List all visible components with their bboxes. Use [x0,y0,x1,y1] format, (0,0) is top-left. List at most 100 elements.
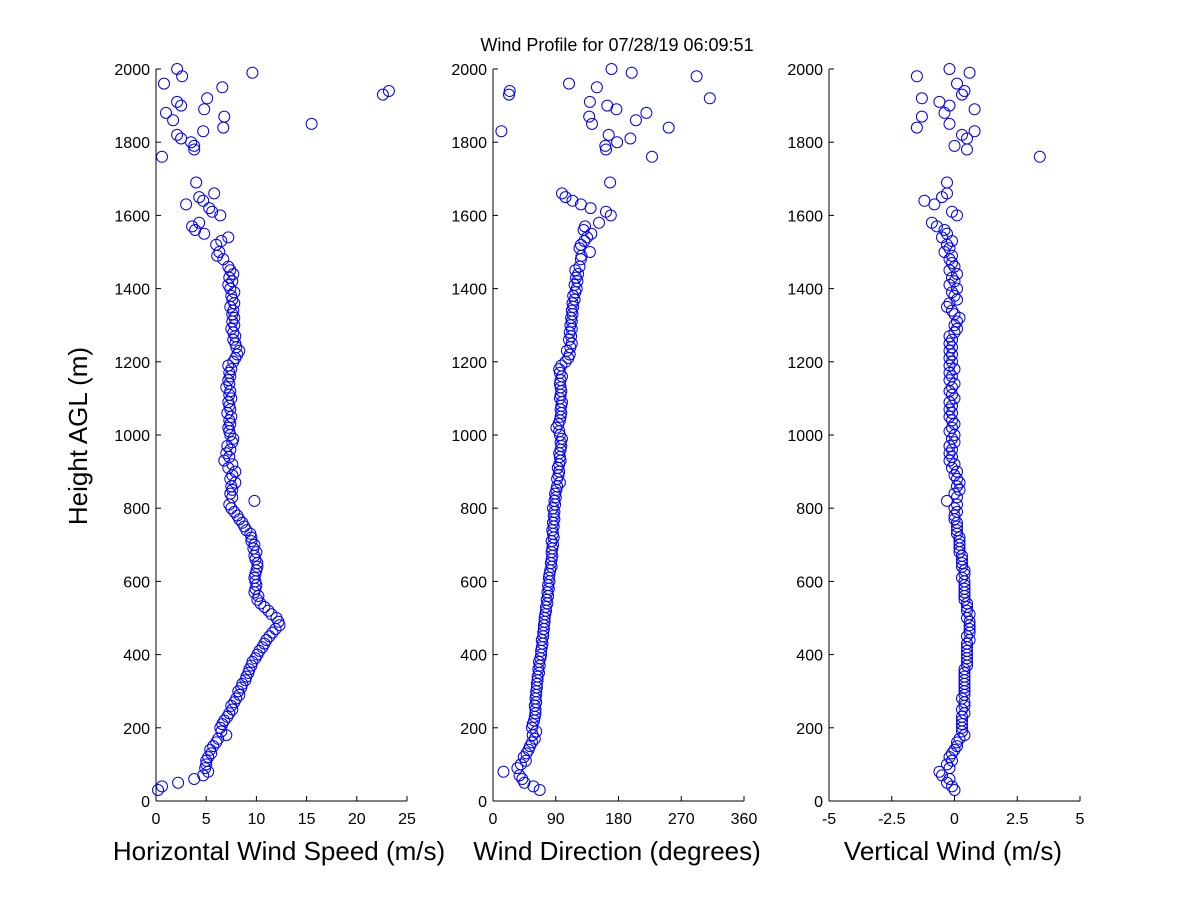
data-point [963,623,976,635]
data-point [951,491,963,504]
data-point [948,469,961,482]
panel-wind-direction: 0 90 180 270 360 0 200 400 600 800 1000 1200 1400 160… [451,62,760,866]
data-point [624,132,637,145]
data-point [910,121,923,134]
data-point [497,765,510,778]
data-point [958,582,971,595]
data-point [556,187,568,200]
data-point [946,348,958,361]
data-point [222,231,235,244]
data-point [228,505,241,518]
x-tick-label: 90 [547,811,565,828]
data-point [185,136,198,149]
data-point [946,432,958,445]
x-tick-label: -5 [822,811,836,828]
panel-vertical-wind: -5 -2.5 0 2.5 5 0 200 400 600 800 1000 1200 1400 1600… [787,62,1084,866]
data-point [202,751,215,764]
data-point [948,275,961,288]
data-point [248,538,261,551]
data-point [193,216,206,229]
data-point [220,447,233,460]
data-point [214,209,227,222]
data-point [640,106,653,119]
data-point [956,128,968,141]
data-point [167,114,180,127]
data-point [197,125,210,138]
data-point [563,333,575,346]
data-point [503,85,516,97]
data-point [574,198,587,211]
data-point [943,63,956,75]
data-point [190,176,203,189]
wind-direction-ticks: 0 90 180 270 360 0 200 400 600 800 1000 1200 1400 160… [451,62,757,828]
data-point [186,220,199,233]
y-tick-label: 2000 [114,62,150,79]
data-point [223,377,236,390]
figure-title: Wind Profile for 07/28/19 06:09:51 [480,35,753,55]
data-point [511,762,524,775]
data-point [251,560,264,573]
data-point [602,128,615,141]
y-tick-label: 800 [123,501,150,518]
data-point [171,63,184,75]
data-point [968,103,981,116]
vertical-wind-axes [828,69,1080,802]
data-point [958,670,971,683]
data-point [266,626,279,639]
data-point [605,63,618,75]
data-point [953,538,966,551]
x-tick-label: 180 [605,811,632,828]
data-point [946,355,958,368]
data-point [563,77,575,90]
data-point [948,784,961,796]
data-point [217,121,230,134]
y-tick-label: 1200 [787,355,823,372]
data-point [226,308,239,321]
data-point [226,458,239,471]
x-tick-label: 2.5 [1006,811,1028,828]
data-point [961,601,973,613]
y-tick-label: 1400 [787,282,823,299]
vertical-wind-points [910,63,1046,796]
data-point [218,110,231,123]
data-point [197,194,210,207]
data-point [958,85,971,97]
data-point [1033,150,1046,163]
data-point [198,103,211,116]
x-tick-label: 0 [950,811,959,828]
data-point [946,257,958,269]
y-tick-label: 2000 [787,62,823,79]
data-point [951,282,963,295]
data-point [946,451,958,463]
data-point [963,66,976,79]
data-point [230,341,243,354]
data-point [943,447,956,460]
data-point [943,385,956,398]
data-point [223,399,236,412]
data-point [175,99,188,112]
data-point [189,224,202,236]
data-point [222,278,235,291]
data-point [158,77,170,90]
data-point [247,542,260,555]
data-point [943,762,956,775]
data-point [953,483,966,496]
data-point [946,341,958,354]
data-point [201,92,214,105]
y-tick-label: 1800 [114,135,150,152]
data-point [968,125,981,138]
data-point [156,150,168,163]
data-point [225,363,238,376]
data-point [956,557,968,570]
data-point [948,743,961,756]
data-point [958,666,971,679]
data-point [943,242,956,255]
data-point [200,758,213,771]
y-tick-label: 1800 [787,135,823,152]
data-point [600,205,612,218]
data-point [262,604,275,617]
data-point [205,747,218,760]
data-point [938,224,951,236]
data-point [961,604,973,617]
data-point [943,337,956,350]
